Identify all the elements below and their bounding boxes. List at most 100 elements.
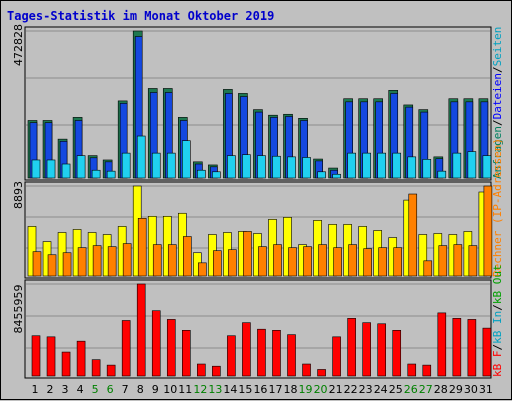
day-label-12: 12	[193, 383, 207, 396]
bar-rechner-b-day-21	[333, 247, 342, 277]
bar-kbf-day-27	[422, 364, 432, 377]
day-label-7: 7	[122, 383, 129, 396]
bar-seiten-day-2	[46, 159, 56, 179]
bar-kbf-day-29	[452, 318, 462, 377]
bar-seiten-day-6	[106, 170, 116, 179]
bar-seiten-day-7	[121, 152, 131, 179]
bar-seiten-day-14	[227, 155, 236, 179]
bar-seiten-day-1	[31, 159, 41, 179]
bar-rechner-b-day-1	[32, 251, 42, 277]
bar-rechner-b-day-10	[167, 244, 177, 277]
chart-title: Tages-Statistik im Monat Oktober 2019	[7, 9, 275, 23]
day-label-24: 24	[374, 383, 388, 396]
bar-rechner-b-day-3	[62, 252, 72, 277]
bar-rechner-b-day-7	[122, 243, 132, 277]
bar-kbf-day-12	[197, 363, 206, 377]
bar-kbf-day-10	[166, 319, 176, 377]
bar-kbf-day-15	[242, 322, 251, 377]
bar-kbf-day-31	[482, 327, 492, 377]
bar-rechner-b-day-18	[288, 247, 297, 277]
bar-seiten-day-28	[437, 170, 447, 179]
bar-seiten-day-16	[257, 155, 266, 179]
bar-rechner-b-day-30	[468, 245, 478, 277]
bar-kbf-day-21	[332, 336, 341, 377]
legend-kb-item-2: kB In	[491, 311, 504, 344]
day-label-28: 28	[434, 383, 448, 396]
bar-kbf-day-8	[136, 283, 146, 377]
bar-kbf-day-13	[212, 365, 221, 377]
bar-seiten-day-13	[212, 171, 221, 179]
day-label-3: 3	[62, 383, 69, 396]
bar-rechner-b-day-2	[47, 254, 57, 277]
bar-rechner-a-day-1	[27, 226, 37, 277]
legend-rechner: Rechner (IP-Adressen)	[491, 138, 504, 277]
bar-kbf-day-3	[61, 351, 71, 377]
legend-kb-item-0: kB F	[491, 351, 504, 378]
bar-kbf-day-19	[302, 363, 311, 377]
bar-rechner-b-day-15	[243, 231, 252, 277]
day-label-5: 5	[92, 383, 99, 396]
legend-requests-item-4: Seiten	[491, 27, 504, 67]
day-label-16: 16	[253, 383, 267, 396]
bar-rechner-b-day-28	[438, 245, 448, 277]
day-label-17: 17	[268, 383, 282, 396]
day-label-20: 20	[314, 383, 328, 396]
bar-kbf-day-22	[347, 318, 356, 377]
bar-rechner-b-day-8	[137, 218, 147, 277]
day-label-2: 2	[47, 383, 54, 396]
legend-requests-item-2: Dateien	[491, 73, 504, 119]
bar-seiten-day-31	[482, 155, 492, 179]
day-label-19: 19	[299, 383, 313, 396]
day-label-18: 18	[284, 383, 298, 396]
legend-requests-item-1: /	[491, 119, 504, 126]
bar-kbf-day-26	[407, 363, 417, 377]
bar-rechner-b-day-5	[92, 245, 102, 277]
bar-seiten-day-10	[166, 152, 176, 179]
bar-kbf-day-20	[317, 369, 326, 377]
day-label-13: 13	[208, 383, 222, 396]
bar-kbf-day-23	[362, 322, 371, 377]
day-label-11: 11	[178, 383, 192, 396]
bar-seiten-day-24	[377, 152, 386, 179]
day-label-15: 15	[238, 383, 252, 396]
day-label-29: 29	[449, 383, 463, 396]
bar-seiten-day-25	[392, 152, 402, 179]
day-label-25: 25	[389, 383, 403, 396]
bar-seiten-day-17	[272, 155, 281, 179]
day-label-30: 30	[464, 383, 478, 396]
bar-rechner-b-day-6	[107, 246, 117, 277]
bar-rechner-b-day-23	[363, 248, 372, 277]
bar-seiten-day-21	[332, 173, 341, 179]
bar-rechner-b-day-27	[423, 260, 433, 277]
day-label-31: 31	[479, 383, 493, 396]
legend-kb-item-1: /	[491, 344, 504, 351]
bar-seiten-day-11	[182, 140, 191, 179]
bar-rechner-a-day-18	[283, 217, 292, 277]
bar-kbf-day-14	[227, 335, 236, 377]
bar-rechner-b-day-20	[318, 244, 327, 277]
bar-rechner-b-day-4	[77, 247, 87, 277]
bar-rechner-b-day-11	[183, 236, 192, 277]
legend-requests-item-3: /	[491, 66, 504, 73]
bar-rechner-b-day-29	[453, 244, 463, 277]
panel-requests-max-label: 472828	[12, 24, 25, 66]
bar-rechner-b-day-13	[213, 250, 222, 277]
day-label-4: 4	[77, 383, 84, 396]
bar-seiten-day-5	[91, 169, 101, 179]
bar-kbf-day-18	[287, 334, 296, 377]
day-label-26: 26	[404, 383, 418, 396]
bar-kbf-day-17	[272, 329, 281, 377]
bar-rechner-a-day-27	[418, 234, 428, 277]
bar-seiten-day-12	[197, 169, 206, 179]
bar-rechner-b-day-17	[273, 244, 282, 277]
legend-rechner-item-0: Rechner (IP-Adressen)	[491, 138, 504, 277]
bar-rechner-b-day-26	[408, 193, 418, 277]
bar-seiten-day-8	[136, 135, 146, 179]
legend-requests: Anfragen/Dateien/Seiten	[491, 27, 504, 179]
bar-seiten-day-20	[317, 171, 326, 179]
panel-rechner-max-label: 8893	[12, 181, 25, 209]
bar-rechner-b-day-19	[303, 246, 312, 277]
bar-kbf-day-11	[182, 329, 191, 377]
day-label-14: 14	[223, 383, 237, 396]
bar-seiten-day-29	[452, 152, 462, 179]
